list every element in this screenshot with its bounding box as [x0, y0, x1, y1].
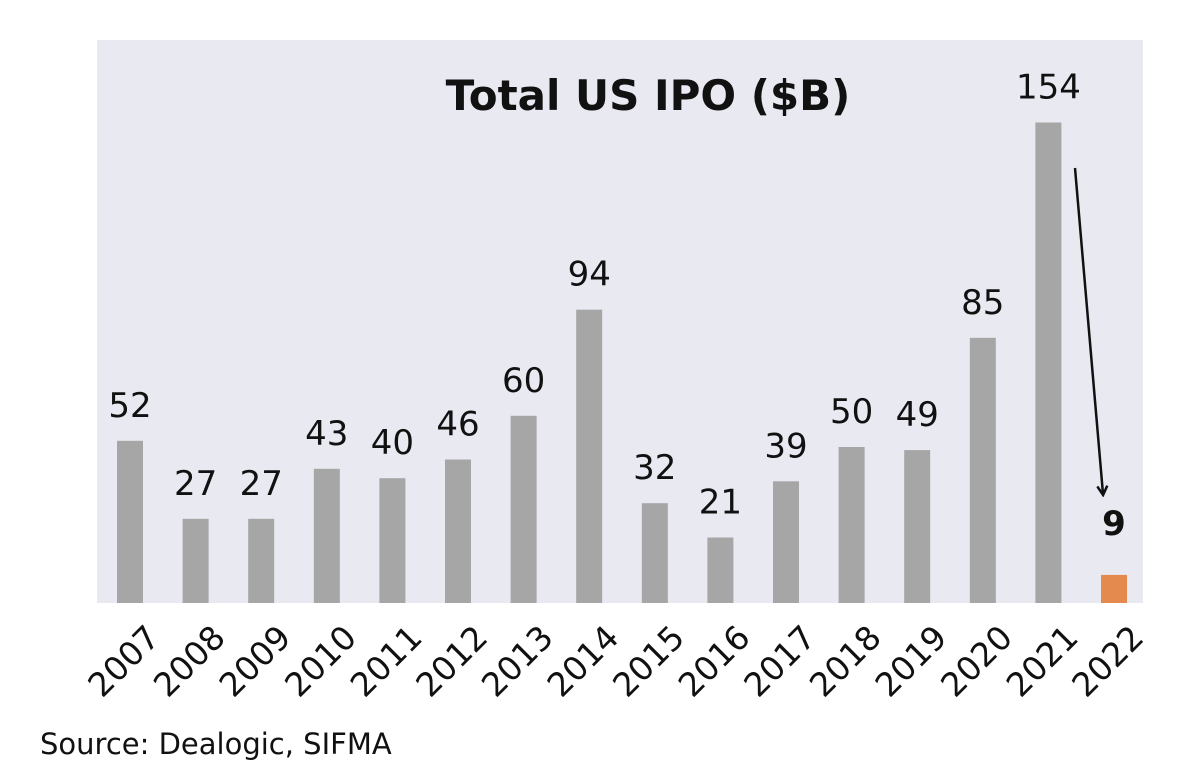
x-tick-2007: 2007: [80, 618, 167, 705]
x-tick-2009: 2009: [211, 618, 298, 705]
x-axis-tick-labels: 2007200820092010201120122013201420152016…: [80, 618, 1151, 705]
bar-2014: [576, 309, 603, 603]
x-tick-2016: 2016: [671, 618, 758, 705]
data-label-2021: 154: [1016, 68, 1081, 108]
data-label-2015: 32: [633, 448, 676, 488]
data-label-2014: 94: [568, 255, 611, 295]
data-label-2020: 85: [961, 283, 1004, 323]
x-tick-2021: 2021: [999, 618, 1086, 705]
bar-2007: [117, 440, 143, 603]
data-label-2010: 43: [305, 414, 348, 454]
bar-2020: [969, 337, 996, 603]
x-tick-2008: 2008: [146, 618, 233, 705]
x-tick-2022: 2022: [1064, 618, 1151, 705]
data-labels: 52 27 27 43 40 46 60 94 32 21 39 50 49 85 154 9: [108, 68, 1125, 544]
data-label-2013: 60: [502, 361, 545, 401]
data-label-2012: 46: [436, 405, 479, 445]
data-label-2007: 52: [108, 386, 151, 426]
bar-2017: [773, 481, 799, 603]
bar-2018: [838, 447, 865, 603]
bars: [117, 122, 1127, 603]
x-tick-2013: 2013: [474, 618, 561, 705]
bar-2012: [445, 459, 471, 603]
x-tick-2014: 2014: [539, 618, 626, 705]
source-note: Source: Dealogic, SIFMA: [40, 727, 392, 761]
x-tick-2012: 2012: [408, 618, 495, 705]
data-label-2009: 27: [240, 464, 283, 504]
data-label-2018: 50: [830, 392, 873, 432]
data-label-2019: 49: [896, 395, 939, 435]
bar-2010: [313, 468, 340, 603]
data-label-2022: 9: [1102, 504, 1126, 544]
bar-2016: [707, 537, 734, 603]
bar-2021: [1035, 122, 1062, 603]
bar-2011: [379, 478, 406, 603]
x-tick-2011: 2011: [343, 618, 430, 705]
plot-area: [97, 40, 1143, 603]
x-tick-2019: 2019: [867, 618, 954, 705]
bar-2013: [510, 415, 537, 603]
data-label-2011: 40: [371, 423, 414, 463]
bar-2022: [1101, 574, 1127, 603]
x-tick-2015: 2015: [605, 618, 692, 705]
x-tick-2020: 2020: [933, 618, 1020, 705]
bar-2015: [641, 503, 668, 603]
bar-2019: [904, 450, 931, 603]
x-tick-2018: 2018: [802, 618, 889, 705]
decline-arrow: [1073, 167, 1103, 494]
x-tick-2010: 2010: [277, 618, 364, 705]
bar-2009: [248, 518, 275, 603]
x-tick-2017: 2017: [736, 618, 823, 705]
data-label-2016: 21: [699, 483, 742, 523]
chart-title: Total US IPO ($B): [446, 71, 851, 120]
data-label-2017: 39: [764, 426, 807, 466]
data-label-2008: 27: [174, 464, 217, 504]
bar-2008: [182, 518, 209, 603]
